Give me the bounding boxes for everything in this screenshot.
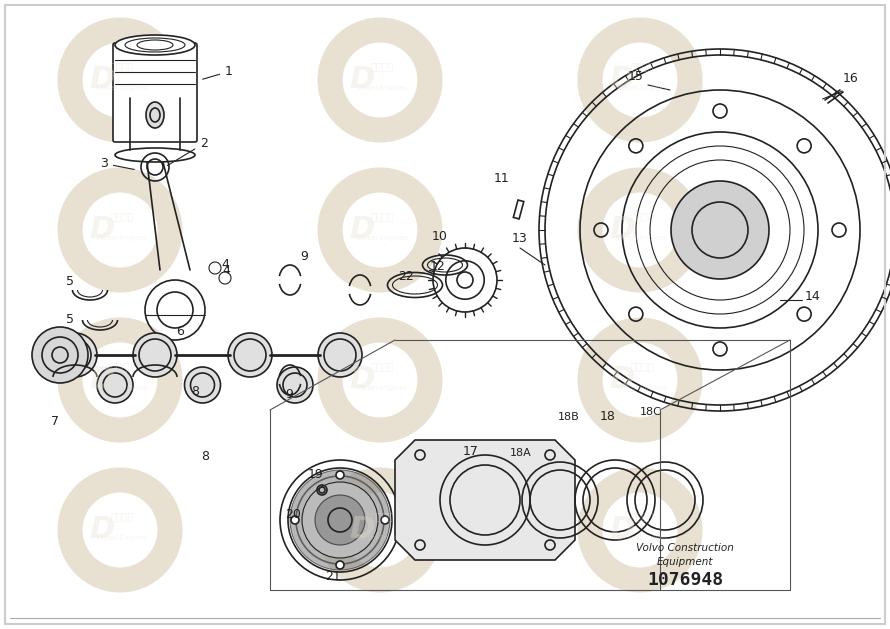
Text: 15: 15 — [628, 70, 643, 83]
Text: Diesel-Engines: Diesel-Engines — [356, 385, 408, 391]
Text: 2: 2 — [167, 137, 208, 165]
Circle shape — [277, 367, 313, 403]
Circle shape — [228, 333, 272, 377]
Text: 紫发动力: 紫发动力 — [630, 511, 654, 521]
Text: 紫发动力: 紫发动力 — [370, 61, 393, 71]
Circle shape — [97, 367, 133, 403]
Text: 紫发动力: 紫发动力 — [370, 361, 393, 371]
Circle shape — [53, 333, 97, 377]
Text: Diesel-Engines: Diesel-Engines — [96, 535, 148, 541]
Circle shape — [302, 482, 378, 558]
Text: D: D — [610, 65, 635, 94]
Text: D: D — [349, 216, 375, 245]
Circle shape — [184, 367, 221, 403]
Text: 1076948: 1076948 — [647, 571, 723, 589]
Ellipse shape — [146, 102, 164, 128]
Text: 紫发动力: 紫发动力 — [630, 361, 654, 371]
Circle shape — [336, 471, 344, 479]
Text: Diesel-Engines: Diesel-Engines — [356, 535, 408, 541]
Text: 14: 14 — [805, 290, 821, 303]
Text: 6: 6 — [176, 325, 184, 338]
Text: 17: 17 — [463, 445, 479, 458]
Text: 5: 5 — [66, 313, 74, 326]
Circle shape — [336, 561, 344, 569]
Text: 12: 12 — [430, 260, 446, 273]
Text: 19: 19 — [308, 468, 324, 481]
Text: 13: 13 — [512, 232, 528, 245]
Text: 20: 20 — [285, 508, 301, 521]
Polygon shape — [395, 440, 575, 560]
Text: Diesel-Engines: Diesel-Engines — [356, 235, 408, 241]
Circle shape — [291, 516, 299, 524]
Text: 紫发动力: 紫发动力 — [110, 61, 134, 71]
Text: 11: 11 — [494, 172, 510, 185]
Bar — [514, 200, 524, 219]
Text: 18: 18 — [600, 410, 616, 423]
Text: D: D — [89, 365, 115, 394]
Text: 16: 16 — [843, 72, 859, 85]
Text: 4: 4 — [222, 264, 230, 277]
Text: D: D — [349, 516, 375, 545]
Circle shape — [133, 333, 177, 377]
Text: Diesel-Engines: Diesel-Engines — [96, 85, 148, 91]
Text: 18B: 18B — [558, 412, 579, 422]
Text: Diesel-Engines: Diesel-Engines — [616, 85, 668, 91]
Text: 5: 5 — [66, 275, 74, 288]
Text: Diesel-Engines: Diesel-Engines — [616, 535, 668, 541]
Circle shape — [315, 495, 365, 545]
Circle shape — [290, 470, 390, 570]
Text: Diesel-Engines: Diesel-Engines — [616, 235, 668, 241]
Text: 22: 22 — [398, 270, 414, 283]
Text: 9: 9 — [300, 250, 308, 263]
Text: 1: 1 — [203, 65, 233, 79]
Text: Diesel-Engines: Diesel-Engines — [616, 385, 668, 391]
Text: 21: 21 — [325, 570, 341, 583]
Circle shape — [381, 516, 389, 524]
Text: Diesel-Engines: Diesel-Engines — [356, 85, 408, 91]
Ellipse shape — [115, 148, 195, 162]
Text: 9: 9 — [285, 388, 293, 401]
Text: 紫发动力: 紫发动力 — [630, 61, 654, 71]
Text: 18C: 18C — [640, 407, 662, 417]
Text: D: D — [89, 216, 115, 245]
Text: 10: 10 — [432, 230, 448, 243]
Text: D: D — [89, 65, 115, 94]
Text: 8: 8 — [201, 450, 209, 463]
Text: D: D — [349, 65, 375, 94]
Text: D: D — [610, 516, 635, 545]
Text: D: D — [610, 365, 635, 394]
Text: D: D — [89, 516, 115, 545]
Text: 紫发动力: 紫发动力 — [630, 211, 654, 221]
Circle shape — [671, 181, 769, 279]
Text: Diesel-Engines: Diesel-Engines — [96, 235, 148, 241]
Circle shape — [318, 333, 362, 377]
Text: 7: 7 — [51, 415, 59, 428]
Text: 4: 4 — [221, 258, 229, 271]
Text: 紫发动力: 紫发动力 — [110, 361, 134, 371]
Text: Diesel-Engines: Diesel-Engines — [96, 385, 148, 391]
Text: 紫发动力: 紫发动力 — [110, 511, 134, 521]
Text: 3: 3 — [100, 157, 134, 170]
Text: Volvo Construction
Equipment: Volvo Construction Equipment — [636, 543, 734, 567]
Text: 8: 8 — [191, 385, 199, 398]
Text: 紫发动力: 紫发动力 — [370, 211, 393, 221]
Text: D: D — [610, 216, 635, 245]
Text: 18A: 18A — [510, 448, 531, 458]
Circle shape — [32, 327, 88, 383]
Text: 紫发动力: 紫发动力 — [110, 211, 134, 221]
Text: D: D — [349, 365, 375, 394]
FancyBboxPatch shape — [113, 43, 197, 142]
Text: 紫发动力: 紫发动力 — [370, 511, 393, 521]
Ellipse shape — [115, 35, 195, 55]
